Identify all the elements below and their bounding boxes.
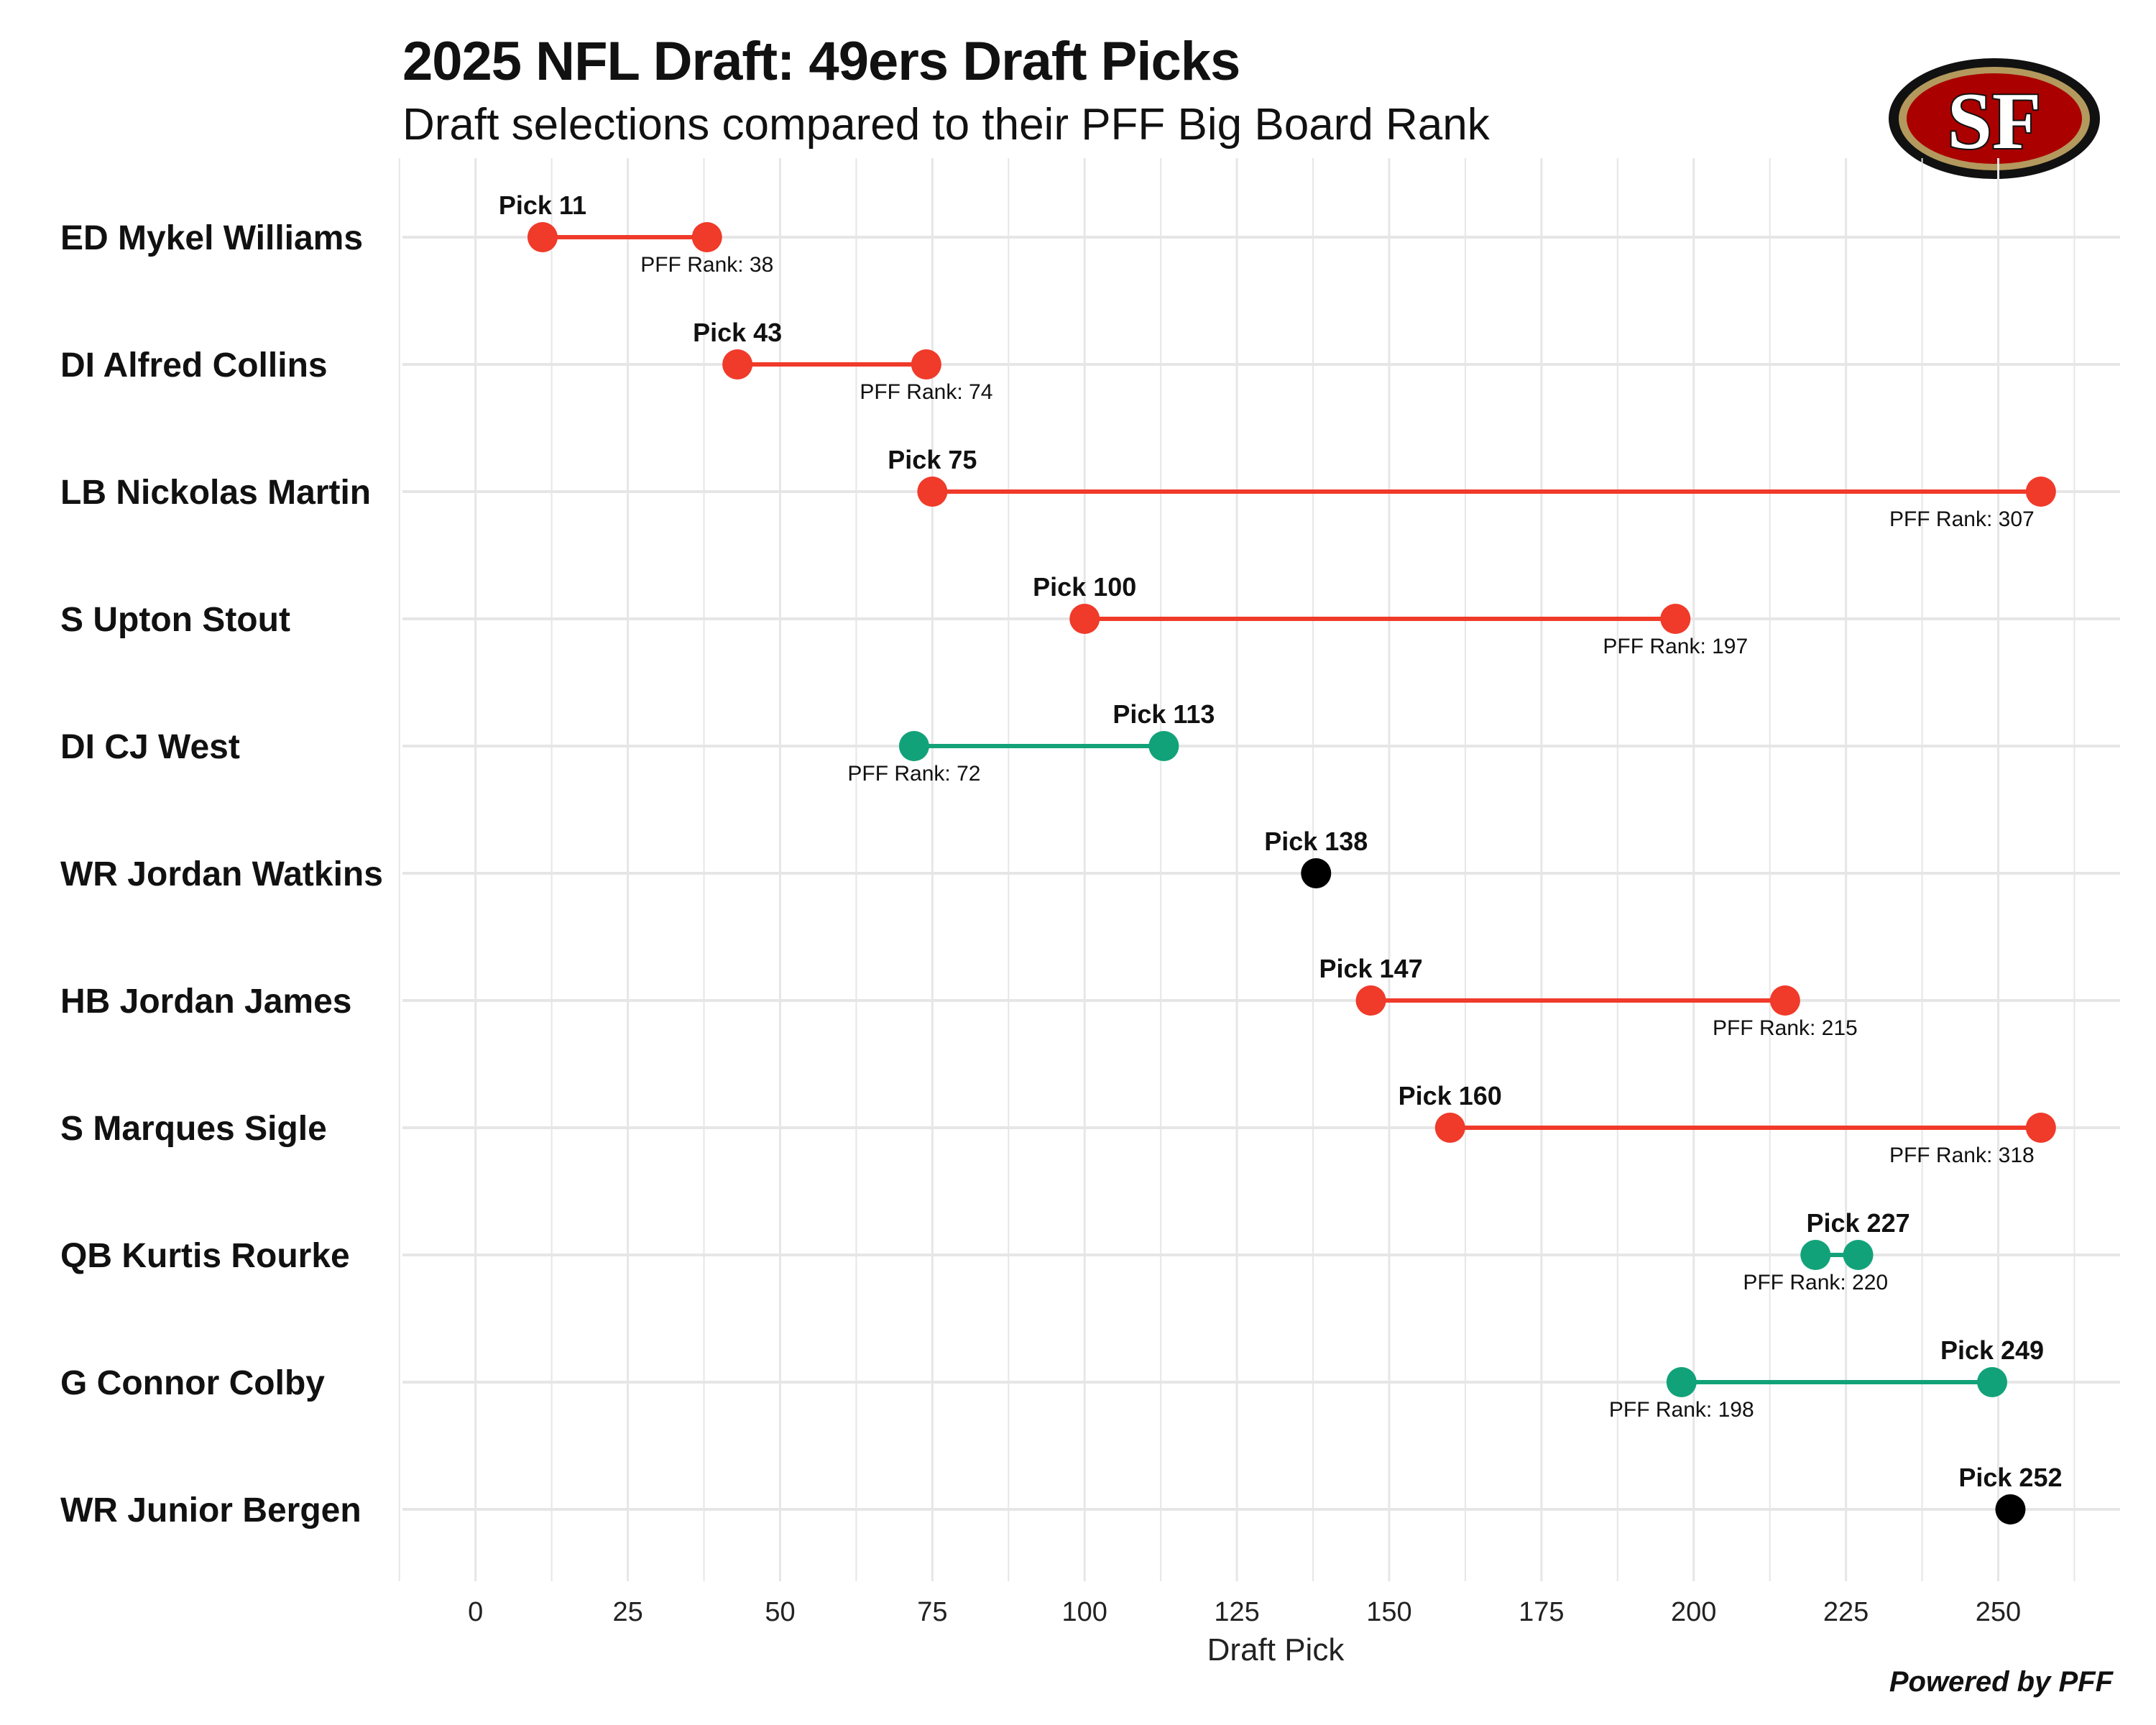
x-tick-label: 0	[468, 1597, 483, 1627]
player-row: PFF Rank: 220 Pick 227	[1743, 1208, 1909, 1294]
pff-rank-dot	[2025, 477, 2056, 507]
x-axis-title: Draft Pick	[1207, 1632, 1345, 1668]
player-label: WR Junior Bergen	[60, 1491, 361, 1530]
player-label: G Connor Colby	[60, 1364, 325, 1402]
pff-rank-label: PFF Rank: 197	[1603, 635, 1748, 658]
chart-subtitle: Draft selections compared to their PFF B…	[402, 100, 1490, 150]
pick-label: Pick 249	[1940, 1335, 2044, 1365]
player-label: WR Jordan Watkins	[60, 855, 383, 893]
player-row: PFF Rank: 72 Pick 113	[847, 699, 1215, 786]
x-tick-label: 50	[765, 1597, 795, 1627]
pff-rank-dot	[1660, 604, 1691, 634]
draft-pick-dot	[1434, 1113, 1465, 1143]
player-label: QB Kurtis Rourke	[60, 1237, 350, 1275]
player-label: S Marques Sigle	[60, 1110, 327, 1148]
draft-pick-dot	[527, 222, 558, 252]
draft-pick-dot	[1995, 1494, 2026, 1524]
pff-rank-label: PFF Rank: 307	[1889, 507, 2035, 531]
pick-label: Pick 11	[499, 190, 586, 220]
draft-pick-dot	[1977, 1367, 2008, 1397]
pff-rank-dot	[1800, 1240, 1831, 1270]
pick-label: Pick 147	[1319, 954, 1422, 983]
pff-rank-dot	[691, 222, 722, 252]
player-labels: ED Mykel Williams DI Alfred Collins LB Nic…	[60, 219, 383, 1530]
draft-pick-dot	[1355, 985, 1386, 1016]
player-label: DI CJ West	[60, 728, 240, 766]
x-tick-label: 25	[612, 1597, 642, 1627]
x-tick-label: 200	[1671, 1597, 1716, 1627]
x-tick-label: 250	[1976, 1597, 2021, 1627]
pff-rank-label: PFF Rank: 318	[1889, 1144, 2035, 1167]
x-axis: 0 25 50 75 100 125 150 175 200 225 250 Draft Pick	[468, 1597, 2021, 1668]
grid-layer	[398, 158, 2120, 1581]
player-row: Pick 138	[1264, 827, 1368, 888]
x-tick-label: 150	[1366, 1597, 1411, 1627]
player-row: PFF Rank: 38 Pick 11	[499, 190, 773, 277]
pff-rank-label: PFF Rank: 74	[860, 380, 992, 404]
draft-pick-dot	[917, 477, 948, 507]
pick-label: Pick 100	[1033, 572, 1136, 602]
pick-label: Pick 75	[888, 445, 977, 474]
player-row: PFF Rank: 215 Pick 147	[1319, 954, 1857, 1040]
pff-rank-dot	[911, 349, 941, 380]
player-label: LB Nickolas Martin	[60, 474, 371, 512]
draft-pick-dot	[722, 349, 753, 380]
player-row: Pick 252	[1958, 1463, 2063, 1524]
player-label: S Upton Stout	[60, 601, 290, 639]
player-row: PFF Rank: 198 Pick 249	[1609, 1335, 2044, 1422]
player-label: ED Mykel Williams	[60, 219, 363, 257]
player-row: PFF Rank: 307 Pick 75	[888, 445, 2056, 531]
x-tick-label: 225	[1823, 1597, 1869, 1627]
pick-label: Pick 43	[693, 318, 782, 347]
pff-rank-dot	[898, 731, 929, 761]
player-label: DI Alfred Collins	[60, 346, 328, 385]
team-logo: SF	[1889, 58, 2100, 179]
player-row: PFF Rank: 318 Pick 160	[1399, 1081, 2056, 1167]
x-tick-label: 125	[1214, 1597, 1259, 1627]
draft-pick-dot	[1843, 1240, 1874, 1270]
pick-label: Pick 113	[1112, 699, 1215, 729]
draft-pick-dot	[1301, 858, 1332, 888]
pick-label: Pick 252	[1958, 1463, 2062, 1492]
pick-label: Pick 160	[1399, 1081, 1502, 1110]
pff-rank-dot	[2025, 1113, 2056, 1143]
pff-rank-label: PFF Rank: 72	[847, 762, 980, 786]
logo-red-field	[1907, 73, 2082, 164]
pff-rank-dot	[1769, 985, 1800, 1016]
pff-rank-label: PFF Rank: 220	[1743, 1271, 1888, 1294]
draft-pick-dot	[1069, 604, 1100, 634]
player-row: PFF Rank: 197 Pick 100	[1033, 572, 1748, 658]
x-tick-label: 100	[1062, 1597, 1107, 1627]
x-tick-label: 175	[1519, 1597, 1564, 1627]
chart-title: 2025 NFL Draft: 49ers Draft Picks	[402, 31, 1240, 92]
player-row: PFF Rank: 74 Pick 43	[693, 318, 992, 404]
pick-label: Pick 227	[1807, 1208, 1910, 1238]
draft-pick-dot	[1148, 731, 1179, 761]
pff-rank-label: PFF Rank: 215	[1713, 1016, 1858, 1040]
player-label: HB Jordan James	[60, 983, 352, 1021]
pff-rank-label: PFF Rank: 38	[640, 253, 773, 277]
footer-credit: Powered by PFF	[1889, 1666, 2113, 1698]
pff-rank-label: PFF Rank: 198	[1609, 1398, 1754, 1422]
pff-rank-dot	[1666, 1367, 1697, 1397]
logo-letters: SF	[1948, 77, 2042, 166]
x-tick-label: 75	[917, 1597, 947, 1627]
pick-label: Pick 138	[1264, 827, 1368, 856]
